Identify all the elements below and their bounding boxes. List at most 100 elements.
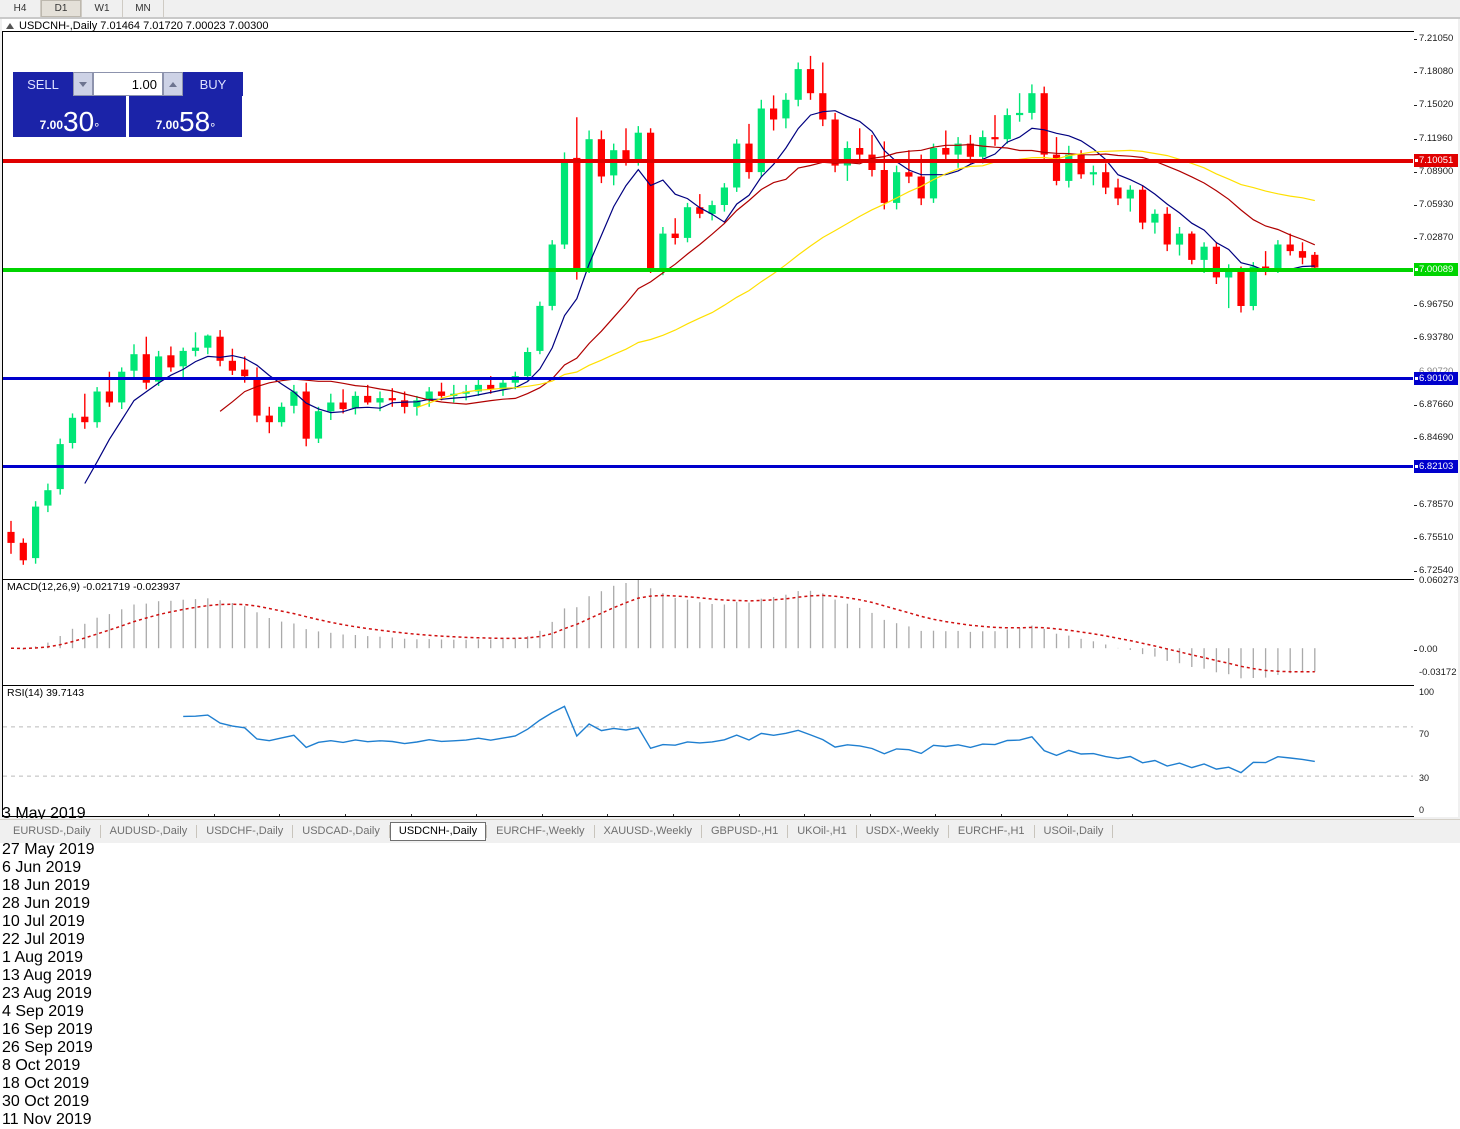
macd-canvas — [10, 579, 1316, 679]
date-tick — [17, 814, 18, 816]
tab-separator — [486, 825, 488, 838]
tick-mark — [1414, 437, 1417, 439]
price-tick-label: 6.96750 — [1419, 299, 1454, 311]
chart-title-bar: USDCNH-,Daily 7.01464 7.01720 7.00023 7.… — [6, 19, 269, 33]
rsi-pane-divider — [3, 685, 1414, 686]
price-level-flag[interactable]: 7.10051 — [1414, 153, 1458, 167]
tick-mark — [1414, 571, 1417, 572]
level-line-resistance[interactable] — [3, 158, 1413, 163]
chart-tab[interactable]: GBPUSD-,H1 — [710, 825, 779, 837]
price-tick-label: 7.02870 — [1419, 232, 1454, 244]
price-tick-label: 7.18080 — [1419, 65, 1454, 77]
level-nub — [1415, 158, 1418, 162]
level-line-support-3[interactable] — [3, 465, 1413, 469]
triangle-up-icon — [6, 23, 14, 29]
chart-tab[interactable]: EURCHF-,H1 — [957, 825, 1025, 837]
price-tick-label: 7.15020 — [1419, 99, 1454, 111]
chart-tab[interactable]: EURUSD-,Daily — [13, 825, 91, 837]
tick-mark — [1414, 650, 1417, 651]
sell-price-prefix: 7.00 — [39, 118, 63, 132]
rsi-canvas — [3, 705, 1413, 777]
rsi-tick-label: 0 — [1419, 805, 1425, 815]
date-tick — [1001, 814, 1002, 816]
tick-mark — [1414, 71, 1417, 73]
chart-tab[interactable]: USOil-,Daily — [1043, 825, 1104, 837]
tick-mark — [1414, 371, 1417, 373]
date-tick — [541, 814, 543, 816]
date-tick — [213, 814, 215, 816]
tick-mark — [1414, 673, 1417, 674]
sell-price-display[interactable]: 7.00 30 ° — [13, 96, 126, 137]
price-tick-label: 7.08900 — [1419, 166, 1454, 178]
macd-label: MACD(12,26,9) -0.021719 -0.023937 — [7, 581, 181, 593]
chart-tab[interactable]: AUDUSD-,Daily — [109, 825, 188, 837]
price-tick-label: 7.11960 — [1419, 132, 1453, 144]
sell-button[interactable]: SELL — [13, 72, 73, 96]
price-scale[interactable]: 7.21050 7.18080 7.15020 7.11960 7.08900 7.059… — [1413, 31, 1459, 817]
chart-tab[interactable]: USDCHF-,Daily — [206, 825, 284, 837]
buy-price-pips: 58 — [179, 106, 211, 137]
timeframe-w1[interactable]: W1 — [82, 0, 123, 17]
octp-price-row: 7.00 30 ° 7.00 58 ° — [13, 96, 243, 137]
buy-button[interactable]: BUY — [183, 72, 243, 96]
level-nub — [1415, 377, 1418, 381]
candlestick-canvas — [7, 55, 1319, 565]
price-level-flag[interactable]: 7.00089 — [1414, 262, 1458, 276]
price-tick-label: 6.75510 — [1419, 532, 1454, 544]
macd-pane-divider — [3, 579, 1414, 580]
macd-pane[interactable] — [3, 579, 1413, 685]
price-level-flag[interactable]: 6.90100 — [1414, 372, 1458, 386]
level-line-support-1[interactable] — [3, 267, 1413, 272]
date-tick — [804, 814, 806, 816]
date-axis-label: 1 Aug 2019 — [2, 949, 83, 966]
chart-tab[interactable]: USDX-,Weekly — [865, 825, 939, 837]
volume-input[interactable]: 1.00 — [93, 72, 163, 96]
tab-separator — [99, 825, 101, 838]
chart-tab[interactable]: USDCAD-,Daily — [302, 825, 380, 837]
page-title: USDCNH-,Daily 7.01464 7.01720 7.00023 7.… — [19, 20, 269, 32]
rsi-pane[interactable] — [3, 686, 1413, 816]
macd-tick-label: -0.03172 — [1419, 667, 1457, 678]
chart-tabs[interactable]: EURUSD-,Daily AUDUSD-,Daily USDCHF-,Daily U… — [0, 819, 1460, 843]
volume-increment-button[interactable] — [163, 72, 183, 96]
tab-separator — [593, 825, 595, 838]
price-tick-label: 6.78570 — [1419, 498, 1454, 510]
date-axis-label: 27 May 2019 — [2, 841, 95, 858]
tick-mark — [1414, 811, 1417, 812]
volume-control[interactable]: 1.00 — [73, 72, 183, 96]
tab-separator — [196, 825, 198, 838]
tick-mark — [1414, 39, 1417, 40]
plot-region[interactable]: SELL 1.00 BUY 7.00 30 — [2, 31, 1414, 817]
date-axis-label: 16 Sep 2019 — [2, 1021, 93, 1038]
date-axis-label: 11 Nov 2019 — [2, 1111, 92, 1128]
chart-area[interactable]: USDCNH-,Daily 7.01464 7.01720 7.00023 7.… — [2, 19, 1459, 1128]
date-tick — [476, 814, 478, 816]
date-axis-label: 8 Oct 2019 — [2, 1057, 81, 1074]
timeframe-mn[interactable]: MN — [123, 0, 164, 17]
tick-mark — [1414, 538, 1417, 540]
tick-mark — [1414, 405, 1417, 407]
tab-separator — [388, 825, 390, 838]
chart-tab[interactable]: EURCHF-,Weekly — [496, 825, 585, 837]
level-nub — [1415, 267, 1418, 271]
price-tick-label: 6.93780 — [1419, 332, 1454, 344]
one-click-trading-panel[interactable]: SELL 1.00 BUY 7.00 30 — [13, 72, 243, 137]
chart-tab-active[interactable]: USDCNH-,Daily — [389, 822, 487, 841]
date-tick — [279, 814, 281, 816]
date-axis-label: 6 Jun 2019 — [2, 859, 82, 876]
volume-decrement-button[interactable] — [73, 72, 93, 96]
tick-mark — [1414, 138, 1417, 140]
level-line-support-2[interactable] — [3, 377, 1413, 381]
rsi-label: RSI(14) 39.7143 — [7, 687, 85, 699]
toolbar-shadow — [0, 17, 1460, 19]
chart-tab[interactable]: XAUUSD-,Weekly — [603, 825, 692, 837]
timeframe-h4[interactable]: H4 — [0, 0, 41, 17]
price-level-flag[interactable]: 6.82103 — [1414, 460, 1458, 474]
date-tick — [1066, 814, 1068, 816]
level-nub — [1415, 465, 1418, 469]
chart-tab[interactable]: UKOil-,H1 — [797, 825, 847, 837]
tick-mark — [1414, 779, 1417, 780]
date-axis-label: 13 Aug 2019 — [2, 967, 92, 984]
timeframe-d1[interactable]: D1 — [41, 0, 82, 17]
buy-price-display[interactable]: 7.00 58 ° — [129, 96, 242, 137]
